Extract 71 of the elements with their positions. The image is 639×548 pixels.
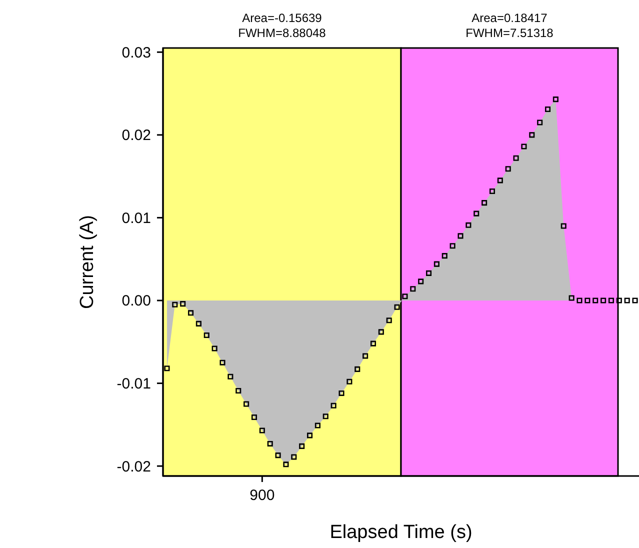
point <box>624 298 630 304</box>
point <box>482 200 488 206</box>
point <box>275 452 281 458</box>
point <box>608 298 614 304</box>
point <box>338 390 344 396</box>
point <box>544 106 551 112</box>
point <box>283 462 289 468</box>
point <box>505 166 511 172</box>
point <box>220 360 226 366</box>
text: Area=0.18417 FWHM=7.51318 <box>466 11 554 40</box>
point <box>291 454 297 460</box>
point <box>600 298 606 304</box>
y-tick-label: 0.00 <box>122 292 151 310</box>
point <box>386 318 392 324</box>
point <box>592 298 598 304</box>
point <box>521 144 527 150</box>
y-tick-label: -0.02 <box>116 458 151 476</box>
point <box>172 302 178 308</box>
point <box>560 223 566 229</box>
y-tick-label: 0.02 <box>122 127 151 144</box>
point <box>394 304 400 310</box>
point <box>188 310 194 316</box>
point <box>489 188 496 194</box>
point <box>632 298 638 304</box>
point <box>529 132 535 138</box>
point <box>251 414 258 420</box>
point <box>354 366 360 372</box>
y-axis-title: Current (A) <box>77 215 98 309</box>
point <box>164 366 170 372</box>
point <box>236 388 242 394</box>
point <box>306 432 313 438</box>
point <box>584 298 590 304</box>
point <box>442 253 448 259</box>
point <box>513 155 519 161</box>
point <box>466 222 472 228</box>
point <box>576 298 582 304</box>
point <box>362 353 368 359</box>
point <box>537 120 543 126</box>
x-axis-title: Elapsed Time (s) <box>330 522 472 543</box>
point <box>410 286 416 292</box>
point <box>402 294 408 300</box>
point <box>204 332 210 338</box>
point <box>299 443 305 449</box>
point <box>370 340 376 346</box>
point <box>180 301 186 307</box>
y-tick-label: 0.03 <box>122 44 151 62</box>
point <box>346 378 352 384</box>
point <box>474 210 480 216</box>
y-tick-label: 0.01 <box>122 210 151 227</box>
point <box>378 329 384 335</box>
point <box>322 414 328 420</box>
point <box>458 233 464 239</box>
point <box>434 261 440 267</box>
point <box>267 440 273 446</box>
point <box>244 401 250 407</box>
y-tick-label: -0.01 <box>116 376 151 393</box>
point <box>196 320 202 326</box>
point <box>418 278 424 284</box>
point <box>426 270 432 276</box>
point <box>330 402 336 408</box>
point <box>450 243 456 249</box>
point <box>314 422 320 428</box>
x-tick-label: 900 <box>250 487 275 504</box>
point <box>616 298 622 304</box>
point <box>552 96 558 102</box>
text: Area=-0.15639 FWHM=8.88048 <box>238 11 326 40</box>
point <box>212 346 218 352</box>
point <box>568 295 574 301</box>
point <box>497 178 503 184</box>
point <box>259 428 265 434</box>
point <box>228 374 234 380</box>
